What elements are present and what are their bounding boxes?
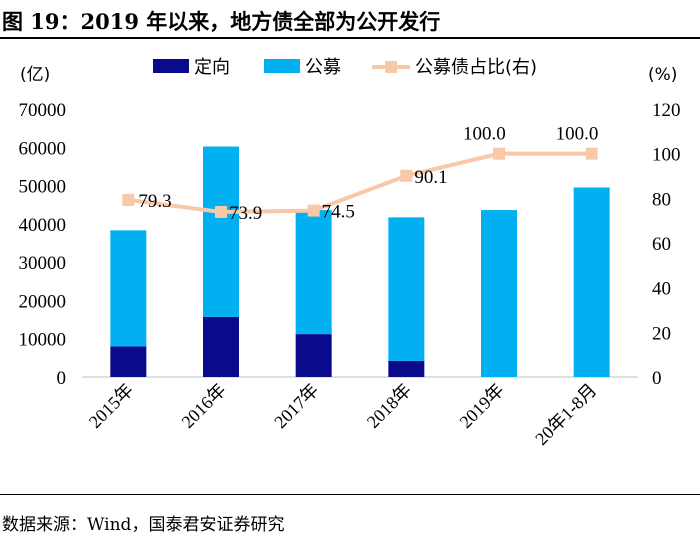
legend-label-dingxiang: 定向 — [194, 57, 230, 78]
bar-gongmu — [203, 146, 239, 317]
source-note: 数据来源：Wind，国泰君安证券研究 — [2, 515, 285, 535]
right-tick-label: 100 — [652, 145, 681, 166]
ratio-line-path — [128, 151, 592, 214]
ratio-marker — [400, 169, 413, 182]
left-tick-label: 20000 — [19, 291, 67, 312]
chart: (亿) (%) 0 10000 20000 30000 40000 50000 60000 700… — [19, 57, 681, 449]
left-tick-label: 10000 — [19, 330, 67, 351]
bars — [110, 146, 610, 377]
left-tick-label: 30000 — [19, 253, 67, 274]
ratio-marker — [585, 147, 598, 160]
left-tick-label: 40000 — [19, 215, 67, 236]
source-divider — [0, 494, 700, 495]
right-tick-label: 80 — [652, 189, 671, 210]
bar-gongmu — [481, 210, 517, 377]
category-label: 2018年 — [363, 380, 415, 432]
ratio-marker — [215, 205, 227, 218]
bar-gongmu — [295, 210, 332, 335]
ratio-data-label: 74.5 — [322, 202, 355, 223]
legend-label-ratio: 公募债占比(右) — [415, 57, 537, 78]
left-tick-label: 60000 — [19, 138, 67, 159]
right-tick-label: 20 — [652, 323, 671, 344]
legend-swatch-dingxiang — [153, 59, 189, 73]
bar-dingxiang — [295, 334, 332, 377]
ratio-data-label: 90.1 — [414, 167, 447, 188]
legend-swatch-gongmu — [264, 59, 300, 73]
right-tick-label: 120 — [652, 100, 681, 121]
bar-gongmu — [110, 230, 147, 347]
ratio-data-label: 73.9 — [229, 203, 262, 224]
ratio-data-label: 79.3 — [138, 191, 171, 212]
category-label: 2017年 — [270, 380, 322, 432]
legend: 定向 公募 公募债占比(右) — [153, 57, 537, 78]
left-axis-unit: (亿) — [20, 65, 50, 85]
right-tick-label: 40 — [652, 279, 671, 300]
right-axis-unit: (%) — [648, 65, 677, 85]
category-label: 2019年 — [456, 380, 508, 432]
left-tick-label: 50000 — [19, 177, 67, 198]
category-label: 20年1-8月 — [531, 380, 600, 449]
bar-gongmu — [388, 217, 425, 361]
bar-gongmu — [573, 187, 610, 377]
ratio-data-label: 100.0 — [556, 124, 599, 145]
ratio-line: 79.3 73.9 74.5 90.1 100.0 100.0 — [122, 124, 598, 224]
left-tick-label: 0 — [57, 368, 67, 389]
bar-dingxiang — [110, 346, 147, 377]
ratio-marker — [493, 147, 505, 160]
bar-dingxiang — [203, 316, 239, 377]
legend-swatch-ratio-marker — [385, 61, 397, 73]
bar-dingxiang — [388, 360, 425, 377]
legend-label-gongmu: 公募 — [305, 57, 341, 78]
ratio-marker — [307, 204, 320, 217]
category-label: 2015年 — [85, 380, 137, 432]
ratio-marker — [122, 193, 135, 206]
ratio-data-label: 100.0 — [463, 124, 506, 145]
left-tick-label: 70000 — [19, 100, 67, 121]
right-tick-label: 0 — [652, 368, 662, 389]
title-divider — [0, 37, 700, 39]
figure-title: 图 19：2019 年以来，地方债全部为公开发行 — [2, 9, 441, 34]
right-tick-label: 60 — [652, 234, 671, 255]
category-label: 2016年 — [178, 380, 230, 432]
